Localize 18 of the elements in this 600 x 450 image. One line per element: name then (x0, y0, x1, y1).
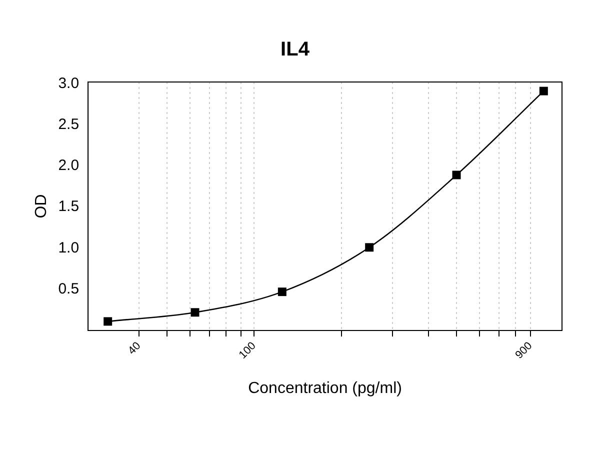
point (365, 243, 374, 252)
y-tick-label: 1.0 (58, 239, 80, 256)
y-tick-label: 3.0 (58, 74, 80, 92)
point (104, 317, 112, 326)
y-axis-title: OD (33, 194, 50, 218)
point (452, 170, 461, 180)
y-tick-label: 2.0 (58, 157, 80, 174)
x-axis-title: Concentration (pg/ml) (248, 380, 402, 397)
x-tick-label: 900 (513, 340, 535, 362)
y-tick-label: 0.5 (58, 280, 80, 298)
x-tick-label: 40 (126, 340, 144, 358)
point (539, 86, 548, 96)
point (190, 308, 200, 317)
y-tick-label: 1.5 (58, 198, 80, 216)
point (278, 288, 286, 296)
y-tick-label: 2.5 (58, 116, 80, 133)
x-tick-label: 100 (236, 340, 258, 362)
chart-title: IL4 (280, 38, 310, 61)
